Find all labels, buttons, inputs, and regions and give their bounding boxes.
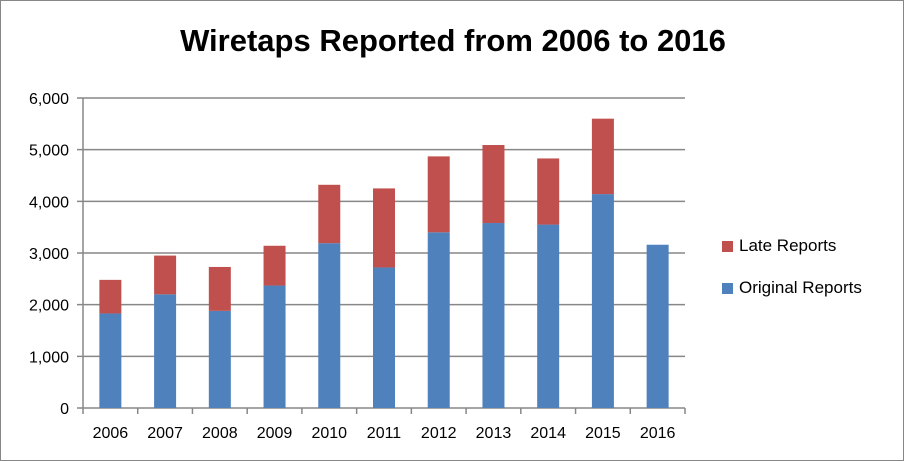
y-tick-label: 1,000 xyxy=(29,349,69,366)
bar-late-reports-2014 xyxy=(537,158,560,225)
bar-original-reports-2015 xyxy=(591,194,614,408)
x-tick-label: 2008 xyxy=(202,425,238,442)
legend-item-late: Late Reports xyxy=(722,236,836,256)
legend-label-original: Original Reports xyxy=(739,278,862,297)
x-tick-label: 2010 xyxy=(311,425,347,442)
legend-item-original: Original Reports xyxy=(722,278,862,298)
x-tick-label: 2011 xyxy=(367,425,402,442)
bar-late-reports-2008 xyxy=(208,266,231,311)
x-tick-label: 2012 xyxy=(421,425,457,442)
y-tick-label: 0 xyxy=(60,401,69,418)
bar-late-reports-2010 xyxy=(318,184,341,244)
bar-late-reports-2015 xyxy=(591,118,614,195)
bar-original-reports-2008 xyxy=(208,310,231,408)
x-tick-label: 2006 xyxy=(93,425,129,442)
x-tick-label: 2013 xyxy=(476,425,512,442)
x-tick-label: 2016 xyxy=(640,425,676,442)
y-tick-label: 5,000 xyxy=(29,143,69,160)
y-tick-label: 6,000 xyxy=(29,91,69,108)
legend-swatch-late xyxy=(722,240,733,252)
legend-label-late: Late Reports xyxy=(739,236,837,255)
bar-original-reports-2009 xyxy=(263,285,286,408)
bar-original-reports-2006 xyxy=(99,313,122,408)
y-tick-label: 2,000 xyxy=(29,298,69,315)
bar-late-reports-2007 xyxy=(154,255,177,295)
chart-title: Wiretaps Reported from 2006 to 2016 xyxy=(180,23,726,58)
y-tick-label: 4,000 xyxy=(29,194,69,211)
bar-late-reports-2006 xyxy=(99,279,122,314)
x-tick-label: 2009 xyxy=(257,425,293,442)
bar-original-reports-2016 xyxy=(646,244,669,408)
bar-original-reports-2014 xyxy=(537,224,560,408)
bar-late-reports-2012 xyxy=(427,156,450,233)
bar-original-reports-2010 xyxy=(318,243,341,408)
bar-original-reports-2007 xyxy=(154,294,177,408)
legend-swatch-original xyxy=(722,282,733,294)
bar-late-reports-2011 xyxy=(373,188,395,268)
bar-late-reports-2013 xyxy=(482,145,505,224)
bar-late-reports-2009 xyxy=(263,245,286,286)
y-tick-label: 3,000 xyxy=(29,246,69,263)
x-tick-label: 2007 xyxy=(147,425,183,442)
x-tick-label: 2014 xyxy=(530,425,566,442)
bar-original-reports-2012 xyxy=(427,232,450,408)
bar-original-reports-2013 xyxy=(482,223,505,408)
bar-original-reports-2011 xyxy=(373,267,395,408)
x-tick-label: 2015 xyxy=(585,425,621,442)
